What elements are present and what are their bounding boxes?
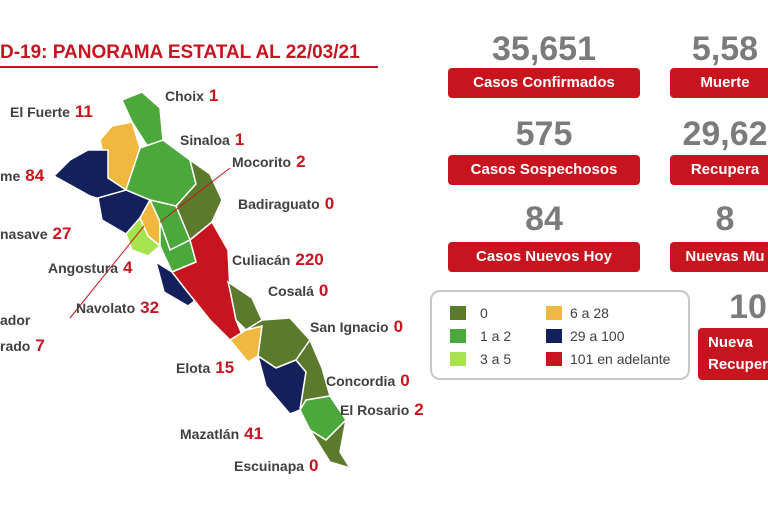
municipality-label: El Rosario 2 bbox=[340, 400, 424, 420]
legend-swatch bbox=[450, 352, 466, 366]
legend-swatch bbox=[546, 329, 562, 343]
stat-label: Nuevas Mu bbox=[670, 242, 768, 272]
legend-label: 3 a 5 bbox=[480, 351, 512, 367]
municipality-name: Badiraguato bbox=[238, 196, 320, 212]
municipality-name: Escuinapa bbox=[234, 458, 305, 474]
legend-label: 1 a 2 bbox=[480, 328, 512, 344]
stat-label: Nueva Recuper bbox=[698, 328, 768, 380]
municipality-count: 27 bbox=[52, 224, 72, 243]
stat-label: Casos Nuevos Hoy bbox=[448, 242, 640, 272]
municipality-name: Mocorito bbox=[232, 154, 292, 170]
municipality-label: Sinaloa 1 bbox=[180, 130, 244, 150]
municipality-label: San Ignacio 0 bbox=[310, 317, 403, 337]
stat-number: 29,62 bbox=[682, 115, 768, 153]
municipality-count: 1 bbox=[208, 86, 219, 105]
legend-swatch bbox=[450, 306, 466, 320]
municipality-label: Badiraguato 0 bbox=[238, 194, 334, 214]
municipality-count: 4 bbox=[123, 258, 133, 277]
legend-swatch bbox=[546, 306, 562, 320]
pointer-mocorito bbox=[159, 167, 231, 223]
municipality-label: me 84 bbox=[0, 166, 44, 186]
municipality-count: 0 bbox=[309, 456, 319, 475]
legend-label: 0 bbox=[480, 305, 488, 321]
stat-number: 575 bbox=[515, 115, 573, 153]
municipality-label: nasave 27 bbox=[0, 224, 71, 244]
stat-number: 35,651 bbox=[492, 30, 596, 68]
municipality-name: nasave bbox=[0, 226, 48, 242]
municipality-count: 11 bbox=[74, 102, 93, 121]
municipality-count: 0 bbox=[393, 317, 404, 336]
municipality-count: 84 bbox=[25, 166, 45, 185]
municipality-count: 0 bbox=[400, 371, 410, 390]
legend-label: 101 en adelante bbox=[570, 351, 671, 367]
map bbox=[52, 91, 352, 470]
title-rule bbox=[0, 66, 378, 68]
municipality-count: 7 bbox=[35, 336, 45, 355]
municipality-label: ador bbox=[0, 312, 30, 328]
municipality-name: Mazatlán bbox=[180, 426, 240, 442]
municipality-name: Elota bbox=[176, 360, 211, 376]
municipality-name: rado bbox=[0, 338, 31, 354]
municipality-name: San Ignacio bbox=[310, 319, 389, 335]
municipality-label: Elota 15 bbox=[176, 358, 234, 378]
municipality-name: Cosalá bbox=[268, 283, 314, 299]
stat-number: 8 bbox=[715, 200, 735, 238]
legend-box: 0 1 a 2 3 a 5 6 a 28 29 a 100 101 en adelante bbox=[430, 290, 690, 380]
municipality-name: Culiacán bbox=[232, 252, 291, 268]
municipality-name: Concordia bbox=[326, 373, 396, 389]
municipality-count: 0 bbox=[324, 194, 335, 213]
municipality-label: Culiacán 220 bbox=[232, 250, 324, 270]
municipality-label: Angostura 4 bbox=[48, 258, 132, 278]
region-escuinapa bbox=[309, 417, 352, 470]
stat-label: Casos Sospechosos bbox=[448, 155, 640, 185]
municipality-label: rado 7 bbox=[0, 336, 45, 356]
municipality-count: 1 bbox=[234, 130, 245, 149]
stat-label: Casos Confirmados bbox=[448, 68, 640, 98]
municipality-label: El Fuerte 11 bbox=[10, 102, 93, 122]
municipality-name: Sinaloa bbox=[180, 132, 230, 148]
municipality-name: Choix bbox=[165, 88, 204, 104]
stat-number: 5,58 bbox=[691, 30, 759, 68]
municipality-name: Angostura bbox=[48, 260, 118, 276]
municipality-name: El Rosario bbox=[340, 402, 410, 418]
municipality-name: Navolato bbox=[76, 300, 136, 316]
municipality-label: Mocorito 2 bbox=[232, 152, 306, 172]
municipality-name: El Fuerte bbox=[10, 104, 70, 120]
legend-swatch bbox=[450, 329, 466, 343]
municipality-label: Cosalá 0 bbox=[268, 281, 328, 301]
stat-label: Muerte bbox=[670, 68, 768, 98]
stat-label: Recupera bbox=[670, 155, 768, 185]
legend-swatch bbox=[546, 352, 562, 366]
municipality-label: Navolato 32 bbox=[76, 298, 159, 318]
legend-label: 29 a 100 bbox=[570, 328, 625, 344]
municipality-count: 32 bbox=[140, 298, 160, 317]
municipality-label: Mazatlán 41 bbox=[180, 424, 263, 444]
municipality-count: 2 bbox=[296, 152, 306, 171]
municipality-label: Escuinapa 0 bbox=[234, 456, 319, 476]
municipality-count: 15 bbox=[215, 358, 235, 377]
municipality-name: me bbox=[0, 168, 21, 184]
municipality-count: 0 bbox=[318, 281, 329, 300]
stat-number: 84 bbox=[525, 200, 563, 238]
municipality-count: 2 bbox=[414, 400, 424, 419]
stat-number: 10 bbox=[729, 288, 767, 326]
municipality-name: ador bbox=[0, 312, 31, 328]
legend-label: 6 a 28 bbox=[570, 305, 609, 321]
municipality-count: 220 bbox=[295, 250, 324, 269]
title: D-19: PANORAMA ESTATAL AL 22/03/21 bbox=[0, 42, 360, 63]
pointer-salvador-alvarado bbox=[69, 225, 145, 319]
municipality-label: Concordia 0 bbox=[326, 371, 410, 391]
municipality-label: Choix 1 bbox=[165, 86, 218, 106]
municipality-count: 41 bbox=[244, 424, 264, 443]
